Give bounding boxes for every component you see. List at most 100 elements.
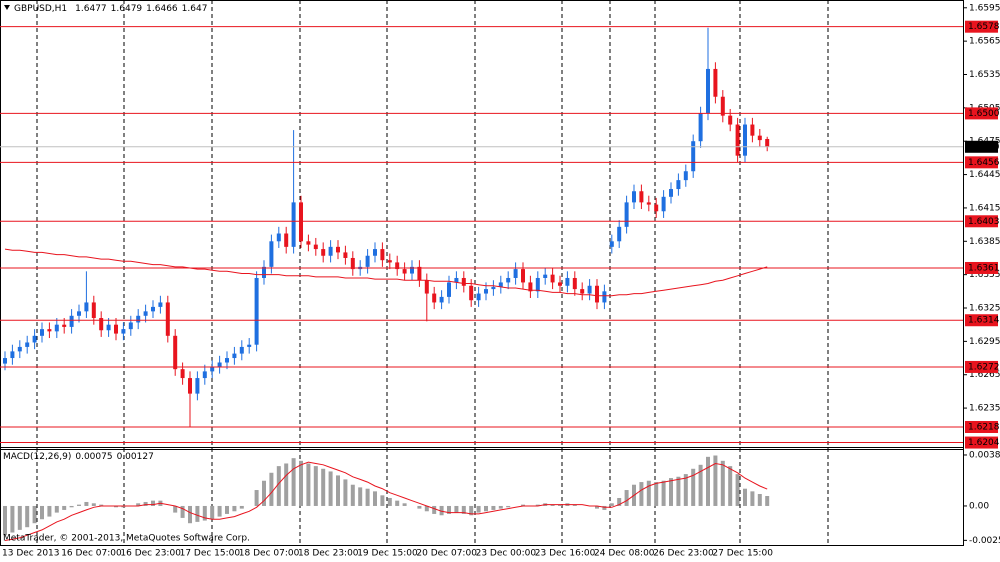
macd-bar [62,505,67,510]
candle-body [254,277,259,345]
macd-bar [602,505,607,510]
candle-body [654,204,659,212]
macd-bar [3,505,7,536]
x-tick-label: 24 Dec 08:00 [594,549,655,559]
macd-bar [691,468,696,506]
macd-bar [47,505,52,517]
level-label-box [965,107,998,120]
candle-body [291,202,296,247]
menu-arrow [4,5,10,10]
macd-bar [365,488,370,506]
current-price-label: 1.6470 [968,142,1000,152]
candle-body [661,196,666,212]
candle-body [165,302,170,336]
candle-body [380,249,385,261]
y-tick-label: 1.6355 [969,270,1000,280]
macd-bar [173,505,178,513]
macd-bar [720,460,725,506]
candle-body [387,260,392,263]
level-label-box [965,420,998,433]
macd-bar [143,501,148,506]
x-tick-label: 26 Dec 23:00 [653,549,714,559]
macd-bar [291,458,296,506]
level-label: 1.6204 [968,438,1000,448]
level-label: 1.6403 [968,217,1000,227]
candle-body [350,257,355,270]
macd-bar [491,505,496,510]
candle-body [69,315,74,327]
candle-body [99,318,104,331]
x-tick-label: 20 Dec 07:00 [416,549,477,559]
y-tick-label: 1.6235 [969,404,1000,414]
y-tick-label: 1.6295 [969,337,1000,347]
candle-body [498,282,503,287]
macd-bar [646,480,651,506]
macd-bar [713,455,718,506]
candle-body [410,266,414,274]
level-label: 1.6218 [968,422,1000,432]
candle-body [299,202,303,242]
candle-body [40,329,44,336]
macd-bar [550,504,555,506]
level-label-box [965,360,998,373]
candle-body [757,135,762,141]
macd-bar [661,480,666,506]
candle-body [62,324,67,327]
macd-bar [188,505,192,524]
candle-body [247,344,252,347]
candle-body [232,353,237,359]
candle-body [424,280,429,294]
macd-bar [617,497,622,506]
candle-body [3,358,7,364]
macd-bar [54,505,59,513]
watermark: MetaTrader, © 2001-2013, MetaQuotes Soft… [3,534,250,544]
candle-body [336,246,340,253]
candle-body [77,311,81,316]
candle-body [484,289,488,294]
macd-bar [698,464,703,506]
candle-body [713,68,718,97]
macd-bar [202,505,207,521]
candle-body [528,282,533,292]
macd-bar [484,505,488,512]
indicator-header: MACD(12,26,9) 0.00075 0.00127 [3,452,154,462]
macd-bar [743,488,747,506]
candle-body [587,285,592,294]
macd-bar [121,505,126,508]
macd-bar [25,505,30,528]
candle-body [743,124,747,156]
macd-bar [84,501,89,506]
macd-bar [328,471,333,506]
y-tick-label: 1.6325 [969,304,1000,314]
level-label-box [965,314,998,327]
macd-bar [151,500,155,506]
macd-bar [217,505,222,517]
candle-body [624,202,629,227]
macd-bar [114,505,118,508]
header-high: 1.6479 [111,4,143,14]
candle-body [343,252,348,258]
chart-header: GBPUSD,H1 1.6477 1.6479 1.6466 1.647 [14,4,207,14]
candle-body [750,124,755,136]
macd-bar [195,505,200,522]
candle-body [417,266,422,281]
macd-bar [343,479,348,506]
x-tick-label: 16 Dec 07:00 [61,549,122,559]
candle-body [54,324,59,332]
indicator-title: MACD(12,26,9) [3,452,71,462]
macd-bar [558,504,562,506]
macd-bar [306,463,311,506]
candle-body [765,138,770,147]
macd-bar [17,505,22,530]
candle-body [476,293,481,301]
candle-body [121,329,126,334]
candle-body [706,68,710,114]
symbol-title: GBPUSD,H1 [14,4,67,14]
candle-body [269,241,274,267]
macd-bar [654,482,659,506]
macd-bar [284,463,289,506]
candle-body [595,285,599,303]
macd-bar [136,503,141,506]
macd-bar [10,505,15,533]
